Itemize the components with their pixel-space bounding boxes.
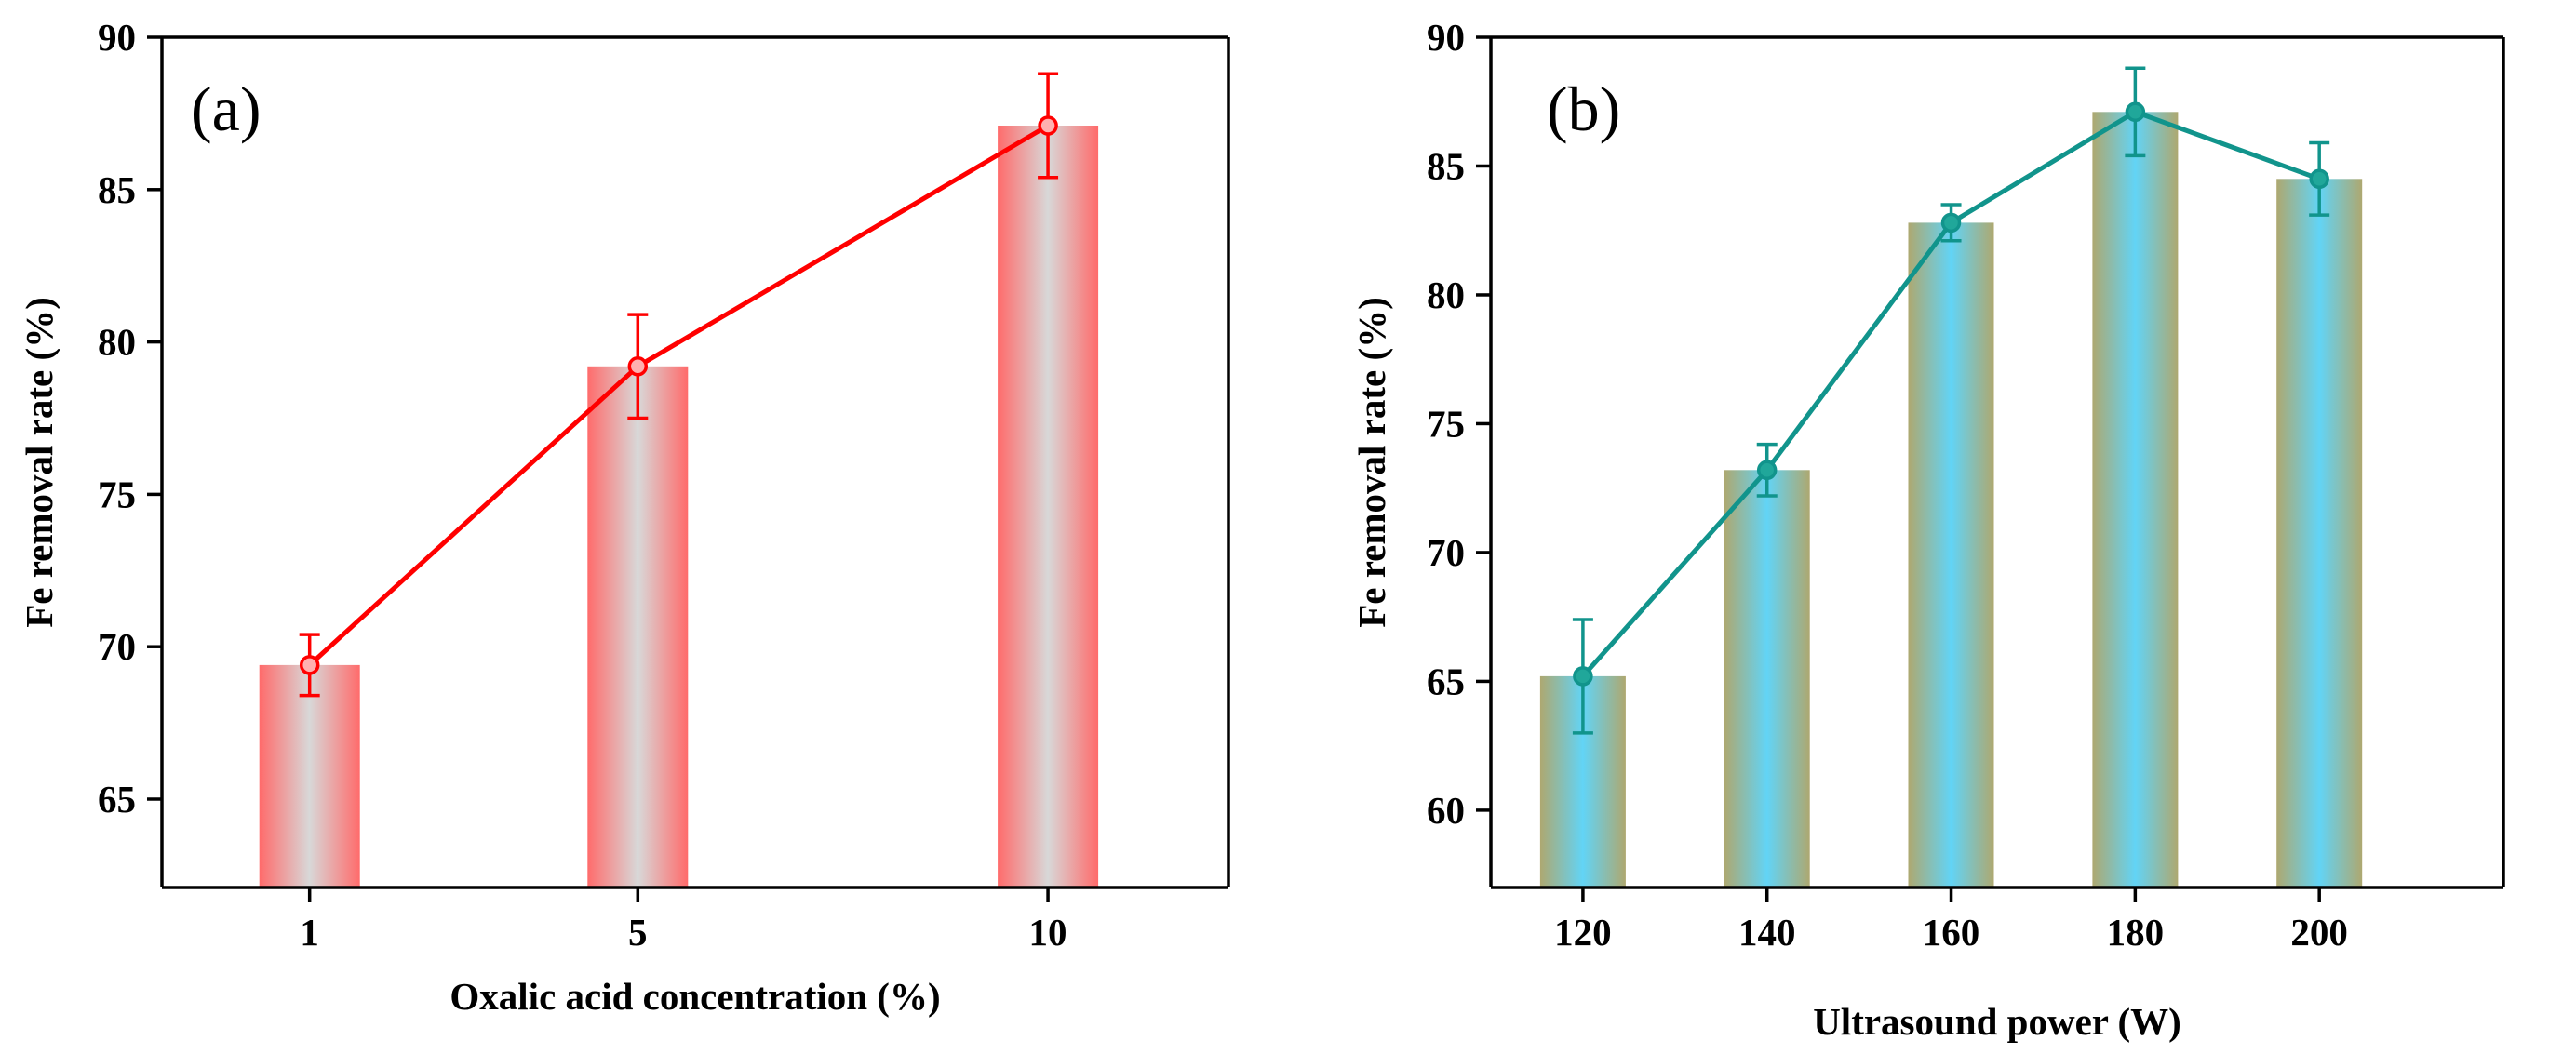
x-axis-title: Oxalic acid concentration (%) [449, 975, 940, 1018]
data-point-1 [299, 655, 320, 675]
x-tick-label: 200 [2290, 911, 2348, 954]
bar-1 [259, 664, 360, 887]
y-axis-title: Fe removal rate (%) [1350, 297, 1393, 628]
y-tick-label: 80 [98, 321, 136, 364]
bar-180 [2092, 112, 2179, 888]
y-tick-label: 85 [98, 168, 136, 211]
y-tick-label: 85 [1427, 144, 1465, 187]
y-tick-label: 90 [1427, 16, 1465, 59]
bar-160 [1908, 222, 1994, 887]
y-tick-label: 80 [1427, 274, 1465, 316]
data-point-160 [1940, 212, 1962, 233]
data-point-120 [1573, 666, 1593, 687]
y-axis-title: Fe removal rate (%) [18, 297, 60, 628]
y-tick-label: 75 [98, 473, 136, 515]
y-tick-label: 65 [1427, 660, 1465, 702]
x-tick-label: 160 [1923, 911, 1980, 954]
x-tick-label: 1 [300, 911, 319, 954]
y-tick-label: 90 [98, 16, 136, 59]
y-tick-label: 60 [1427, 789, 1465, 832]
y-tick-label: 70 [98, 625, 136, 668]
panel-label: (a) [191, 73, 261, 144]
x-tick-label: 120 [1554, 911, 1612, 954]
bar-140 [1724, 470, 1810, 887]
x-tick-label: 5 [628, 911, 648, 954]
data-point-140 [1756, 460, 1778, 481]
panel-label: (b) [1547, 73, 1620, 144]
y-tick-label: 70 [1427, 531, 1465, 574]
data-point-200 [2309, 168, 2329, 190]
bar-5 [587, 366, 689, 887]
bar-10 [998, 126, 1099, 887]
x-tick-label: 10 [1029, 911, 1067, 954]
data-point-10 [1038, 115, 1058, 136]
bar-200 [2276, 179, 2363, 888]
panel-b-chart: 60 65 70 75 80 85 90 120 140 160 180 200 Ultrasound … [1350, 16, 2505, 1043]
panel-a-chart: 65 70 75 80 85 90 1 5 10 Oxalic acid concentratio… [18, 16, 1230, 1018]
x-tick-label: 180 [2107, 911, 2165, 954]
y-tick-label: 65 [98, 778, 136, 821]
x-tick-label: 140 [1738, 911, 1796, 954]
y-tick-label: 75 [1427, 402, 1465, 445]
data-point-180 [2125, 101, 2146, 123]
data-point-5 [627, 356, 649, 377]
x-axis-title: Ultrasound power (W) [1813, 1000, 2181, 1043]
